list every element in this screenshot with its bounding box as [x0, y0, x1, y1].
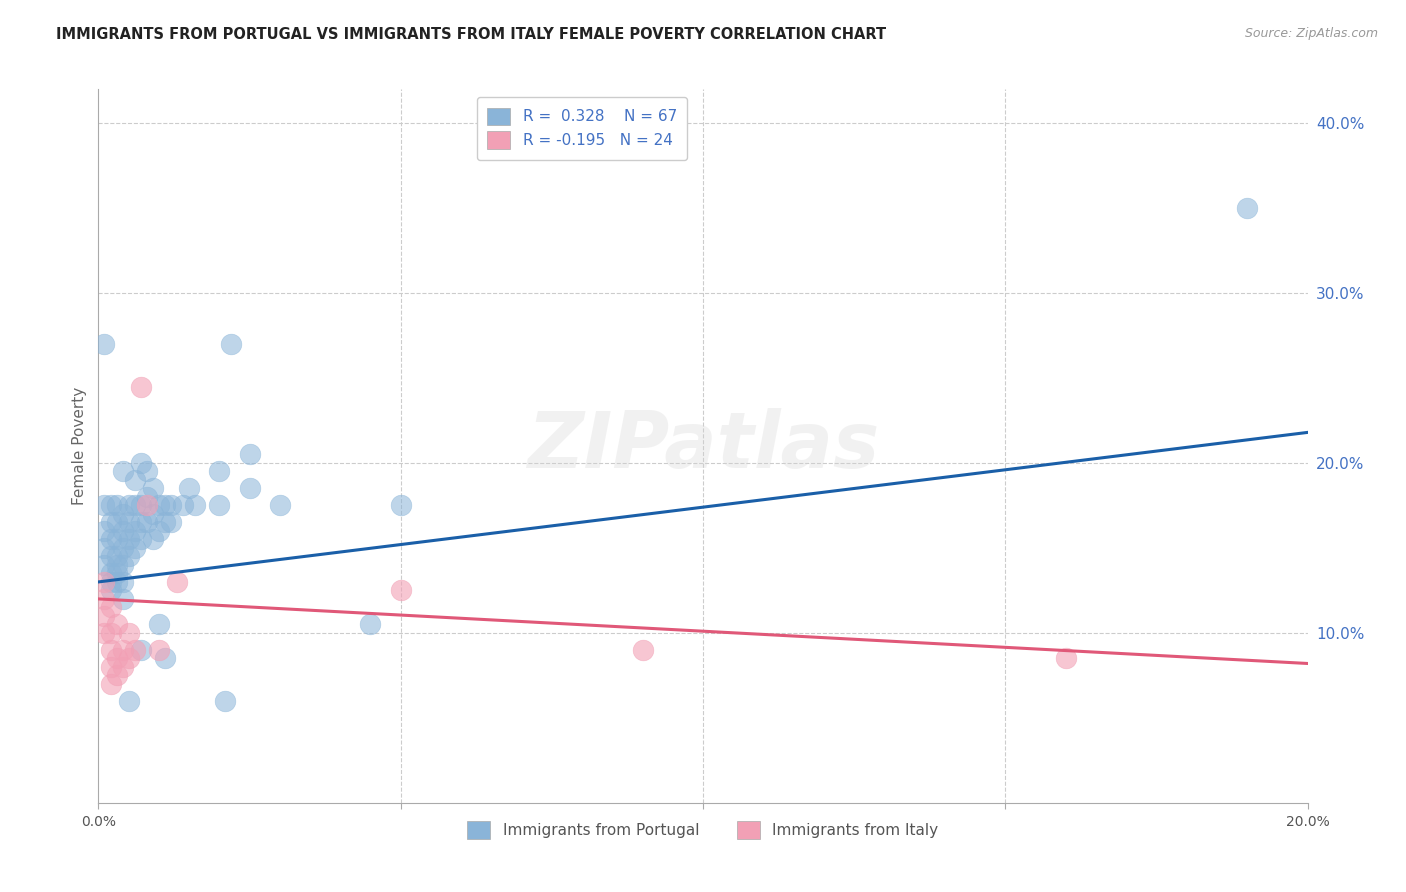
Point [111, 660, 134, 674]
Point [93, 337, 115, 351]
Point [142, 482, 165, 496]
Point [124, 473, 146, 487]
Point [118, 516, 141, 530]
Point [111, 643, 134, 657]
Point [135, 465, 157, 479]
Point [118, 651, 141, 665]
Point [111, 591, 134, 606]
Point [160, 516, 183, 530]
Point [153, 499, 176, 513]
Point [93, 499, 115, 513]
Point [148, 617, 170, 632]
Point [142, 533, 165, 547]
Point [118, 533, 141, 547]
Point [93, 626, 115, 640]
Point [100, 600, 122, 615]
Point [124, 499, 146, 513]
Point [93, 541, 115, 555]
Point [631, 643, 654, 657]
Point [239, 448, 262, 462]
Point [129, 379, 152, 393]
Point [105, 574, 128, 589]
Point [118, 499, 141, 513]
Point [153, 651, 176, 665]
Point [100, 516, 122, 530]
Point [135, 490, 157, 504]
Point [118, 694, 141, 708]
Point [105, 499, 128, 513]
Point [221, 337, 243, 351]
Text: IMMIGRANTS FROM PORTUGAL VS IMMIGRANTS FROM ITALY FEMALE POVERTY CORRELATION CHA: IMMIGRANTS FROM PORTUGAL VS IMMIGRANTS F… [56, 27, 886, 42]
Point [111, 507, 134, 521]
Point [105, 617, 128, 632]
Point [100, 549, 122, 564]
Point [111, 524, 134, 538]
Point [105, 533, 128, 547]
Point [105, 566, 128, 581]
Point [129, 456, 152, 470]
Point [172, 499, 194, 513]
Point [208, 465, 231, 479]
Point [105, 651, 128, 665]
Point [105, 516, 128, 530]
Point [100, 533, 122, 547]
Point [93, 608, 115, 623]
Point [100, 643, 122, 657]
Point [269, 499, 291, 513]
Point [148, 499, 170, 513]
Point [100, 660, 122, 674]
Point [118, 549, 141, 564]
Point [208, 499, 231, 513]
Point [111, 541, 134, 555]
Point [111, 558, 134, 572]
Point [124, 643, 146, 657]
Point [93, 574, 115, 589]
Point [105, 549, 128, 564]
Point [100, 677, 122, 691]
Point [105, 558, 128, 572]
Text: Source: ZipAtlas.com: Source: ZipAtlas.com [1244, 27, 1378, 40]
Point [160, 499, 183, 513]
Point [100, 566, 122, 581]
Point [389, 583, 412, 598]
Point [100, 626, 122, 640]
Point [129, 533, 152, 547]
Point [124, 524, 146, 538]
Point [118, 626, 141, 640]
Point [214, 694, 236, 708]
Point [100, 499, 122, 513]
Point [129, 516, 152, 530]
Point [111, 465, 134, 479]
Point [153, 516, 176, 530]
Point [135, 516, 157, 530]
Point [93, 558, 115, 572]
Point [129, 643, 152, 657]
Point [129, 499, 152, 513]
Point [148, 643, 170, 657]
Point [1054, 651, 1077, 665]
Point [100, 574, 122, 589]
Point [184, 499, 207, 513]
Point [93, 591, 115, 606]
Point [389, 499, 412, 513]
Point [142, 507, 165, 521]
Point [239, 482, 262, 496]
Point [179, 482, 201, 496]
Text: ZIPatlas: ZIPatlas [527, 408, 879, 484]
Point [93, 524, 115, 538]
Point [100, 583, 122, 598]
Legend: Immigrants from Portugal, Immigrants from Italy: Immigrants from Portugal, Immigrants fro… [461, 815, 945, 845]
Point [360, 617, 382, 632]
Point [166, 574, 188, 589]
Point [111, 574, 134, 589]
Point [105, 668, 128, 682]
Point [135, 499, 157, 513]
Point [124, 541, 146, 555]
Point [148, 524, 170, 538]
Point [1236, 201, 1258, 215]
Y-axis label: Female Poverty: Female Poverty [72, 387, 87, 505]
